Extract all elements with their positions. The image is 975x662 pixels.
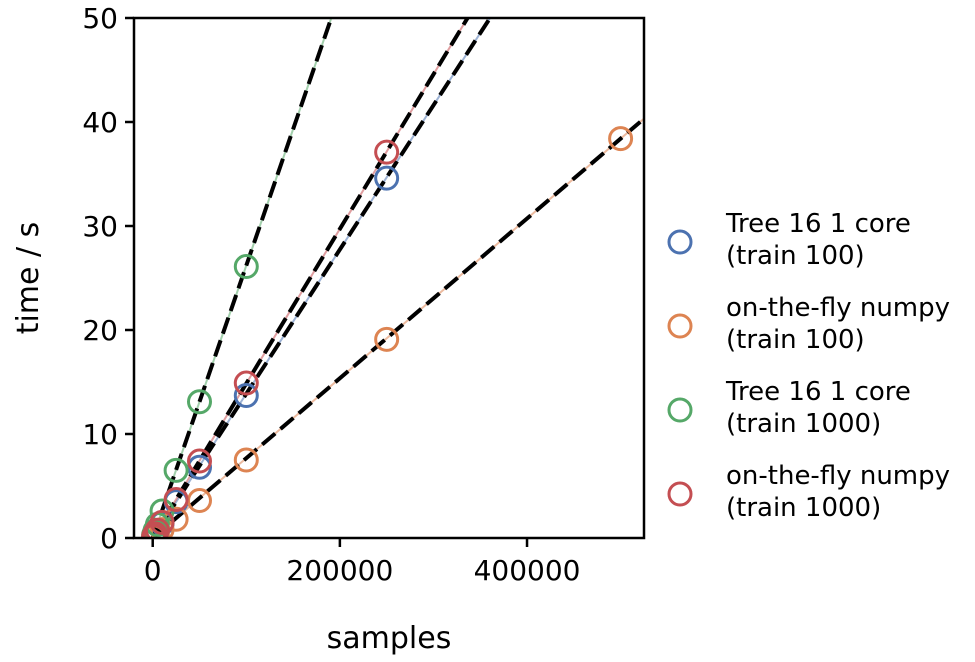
legend-label-2-0: Tree 16 1 core [725, 377, 911, 407]
legend-marker-3 [667, 481, 693, 507]
legend: Tree 16 1 core(train 100)on-the-fly nump… [667, 209, 950, 523]
point-s0-6 [233, 383, 259, 409]
point-s1-4 [163, 506, 189, 532]
x-axis: 0 200000 400000 [144, 538, 581, 587]
fit-line-color-3 [151, 18, 469, 538]
point-s0-7 [374, 165, 400, 191]
legend-label-1-0: on-the-fly numpy [726, 293, 950, 323]
point-s1-6 [233, 447, 259, 473]
fit-line-1 [151, 117, 644, 538]
point-s3-7 [374, 139, 400, 165]
x-tick-label-0: 0 [144, 554, 162, 587]
point-s0-5 [187, 454, 213, 480]
data-points [141, 126, 634, 538]
plot-frame [132, 16, 646, 540]
legend-label-1-1: (train 100) [726, 325, 865, 355]
point-s2-5 [187, 389, 213, 415]
y-tick-label-2: 20 [82, 314, 118, 347]
y-tick-label-1: 10 [82, 418, 118, 451]
y-axis-label: time / s [11, 222, 46, 335]
legend-marker-0 [667, 229, 693, 255]
point-s3-4 [163, 487, 189, 513]
fit-line-color-2 [151, 18, 333, 538]
legend-label-2-1: (train 1000) [726, 409, 881, 439]
fit-line-3 [151, 18, 470, 538]
y-tick-label-4: 40 [82, 106, 118, 139]
legend-label-3-1: (train 1000) [726, 493, 881, 523]
point-s3-3 [149, 509, 175, 535]
legend-marker-2 [667, 397, 693, 423]
y-axis: 0 10 20 30 40 50 [82, 2, 134, 555]
y-tick-label-3: 30 [82, 210, 118, 243]
point-s1-8 [608, 126, 634, 152]
point-s1-7 [374, 326, 400, 352]
x-tick-label-2: 400000 [474, 554, 581, 587]
legend-label-0-1: (train 100) [726, 241, 865, 271]
point-s3-6 [233, 370, 259, 396]
legend-marker-1 [667, 313, 693, 339]
point-s2-4 [163, 457, 189, 483]
fit-lines [150, 18, 644, 538]
y-tick-label-0: 0 [100, 522, 118, 555]
point-s3-5 [187, 448, 213, 474]
fit-line-0 [151, 18, 493, 538]
fit-line-color-0 [151, 18, 492, 538]
fit-line-2 [150, 18, 334, 538]
x-axis-label: samples [327, 621, 452, 656]
legend-label-0-0: Tree 16 1 core [725, 209, 911, 239]
x-tick-label-1: 200000 [286, 554, 393, 587]
point-s2-6 [233, 254, 259, 280]
y-tick-label-5: 50 [82, 2, 118, 35]
legend-label-3-0: on-the-fly numpy [726, 461, 950, 491]
